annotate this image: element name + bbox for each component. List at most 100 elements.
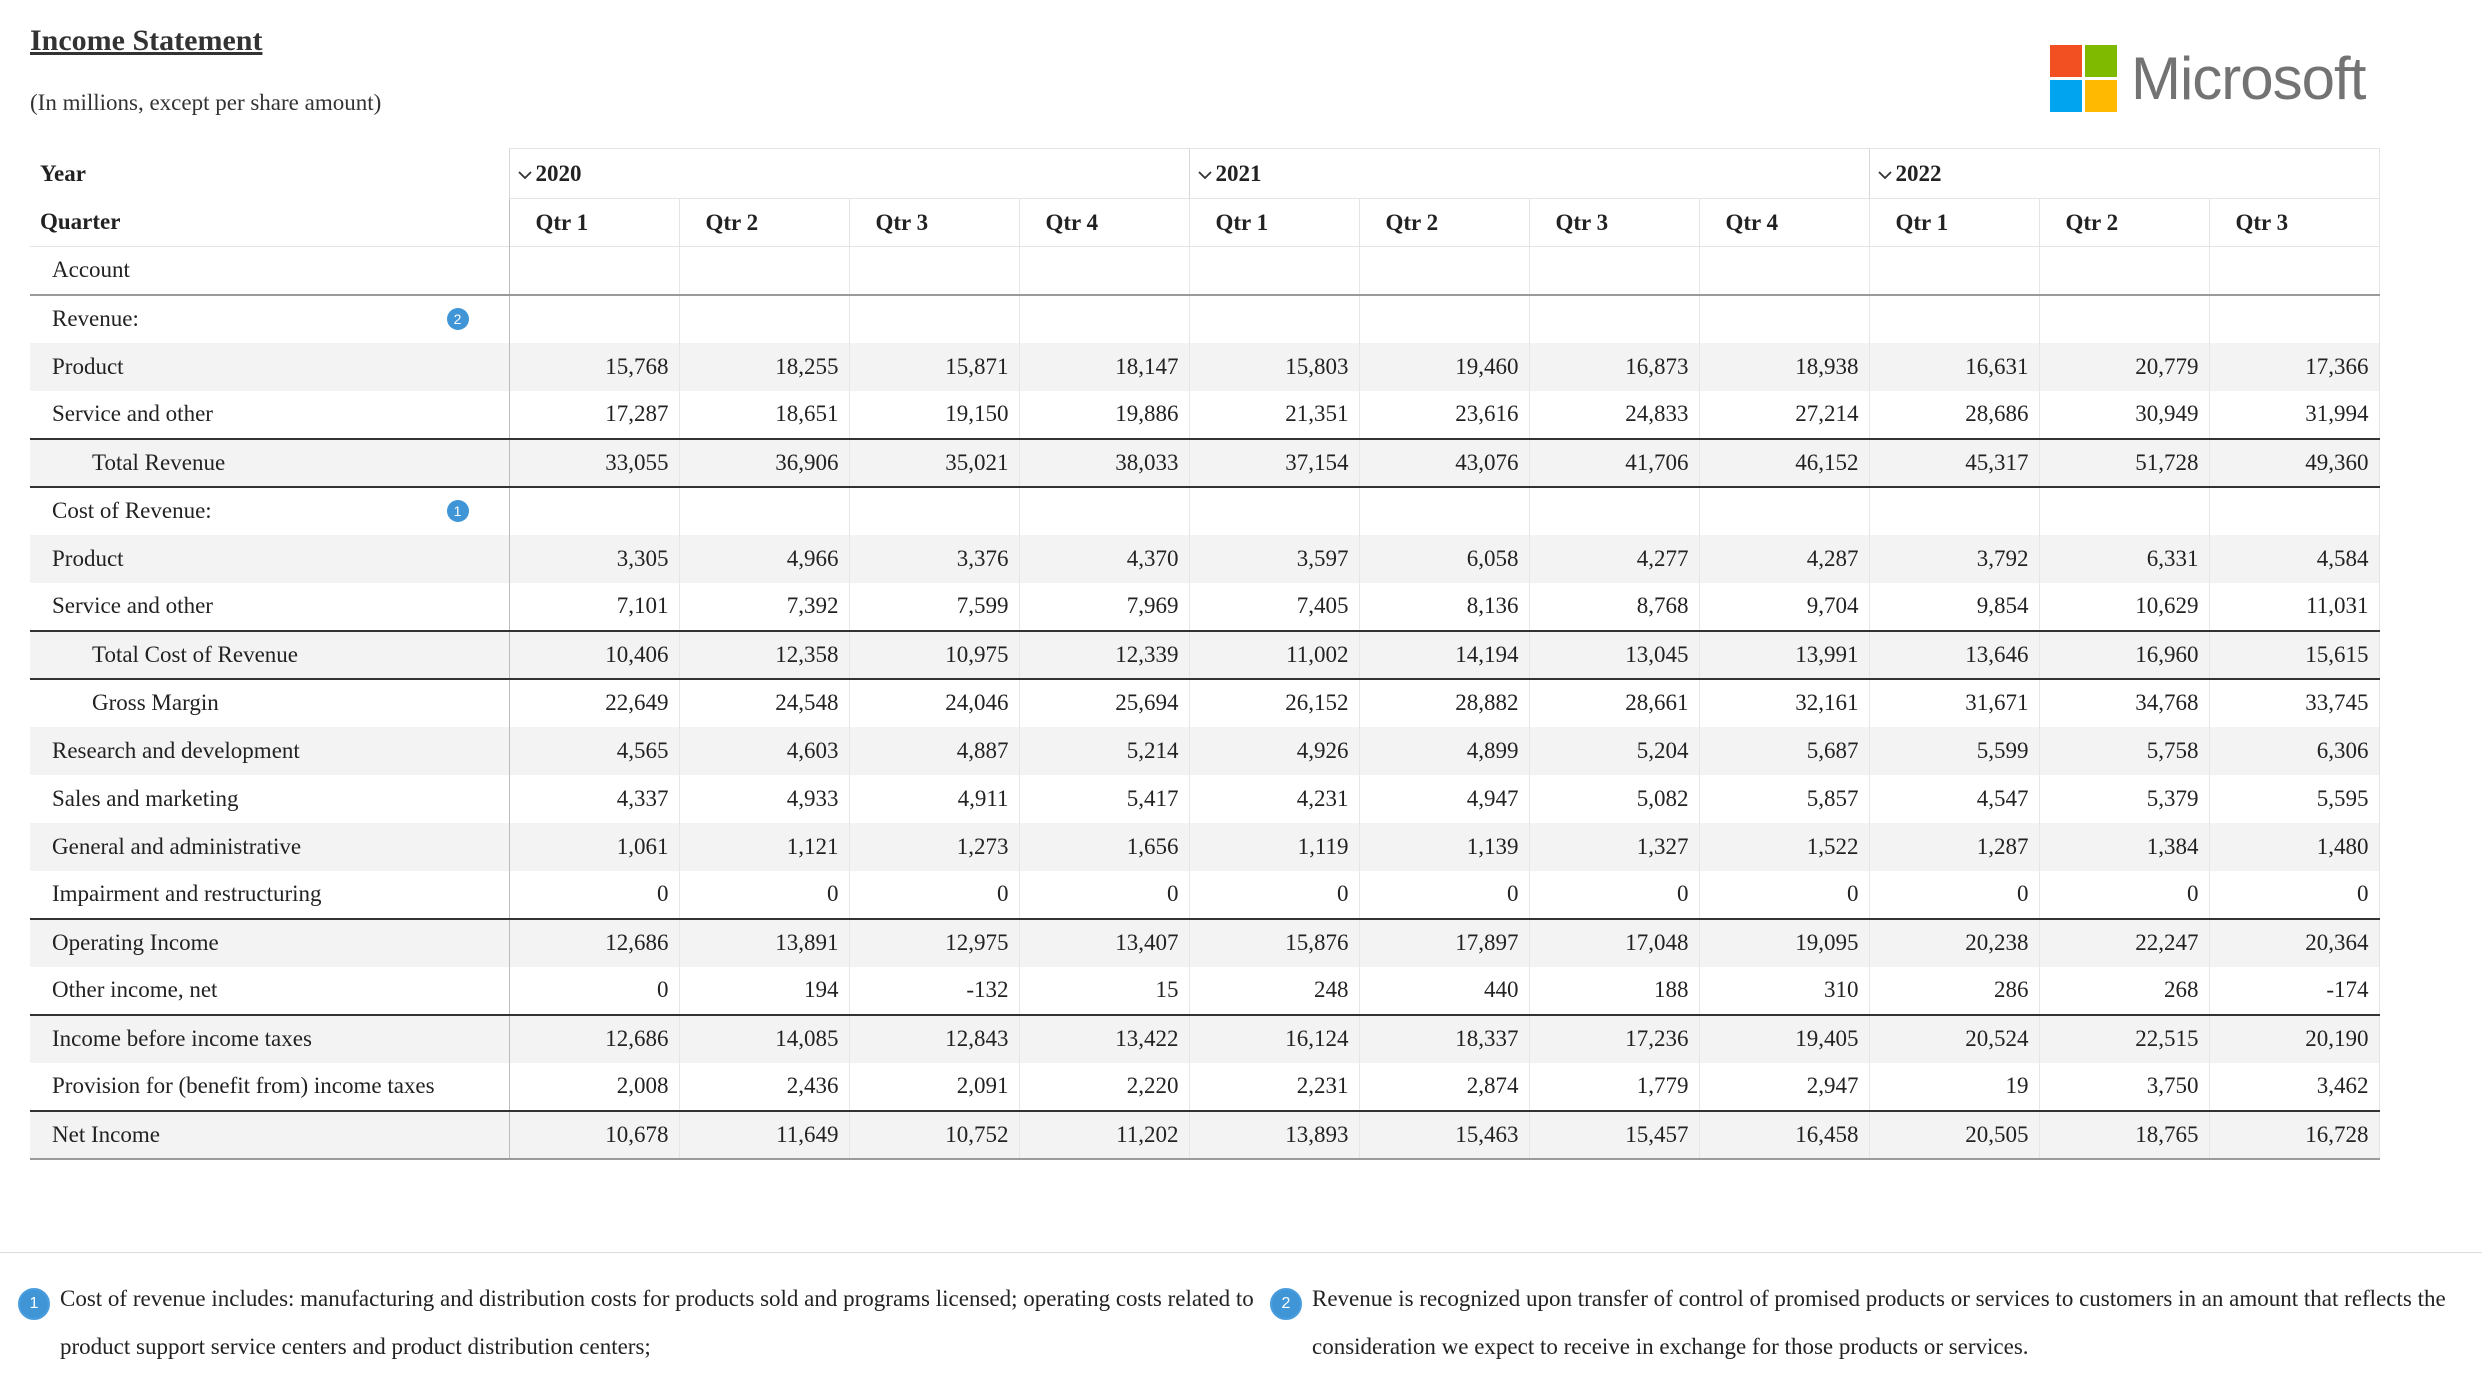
value-cell: 4,887 — [848, 726, 1019, 775]
value-cell: 9,854 — [1868, 582, 2039, 631]
row-label-cell: Product — [30, 342, 510, 391]
table-row: Cost of Revenue: 1 — [30, 485, 2380, 535]
quarter-label: Quarter — [40, 209, 121, 235]
value-cell: 1,480 — [2208, 822, 2380, 871]
value-cell: 19,886 — [1018, 390, 1189, 439]
value-cell: 19,460 — [1358, 342, 1529, 391]
value-cell: 41,706 — [1528, 437, 1699, 487]
value-cell: 20,238 — [1868, 917, 2039, 967]
footnote-marker-icon[interactable]: 1 — [446, 500, 469, 522]
year-header-2020[interactable]: 2020 — [508, 148, 1189, 199]
value-cell: 3,376 — [848, 534, 1019, 583]
quarter-header[interactable]: Qtr 2 — [2038, 198, 2209, 247]
table-row: Research and development 4,565 4,603 4,887 5… — [30, 726, 2380, 775]
chevron-down-icon[interactable] — [1877, 168, 1892, 182]
year-label-value: 2022 — [1895, 160, 1942, 186]
value-cell: 20,364 — [2208, 917, 2380, 967]
footnote-badge-icon: 1 — [18, 1288, 50, 1320]
value-cell: 22,247 — [2038, 917, 2209, 967]
quarter-header[interactable]: Qtr 1 — [1188, 198, 1359, 247]
chevron-down-icon[interactable] — [517, 168, 532, 182]
quarter-header[interactable]: Qtr 1 — [508, 198, 679, 247]
value-cell: 16,960 — [2038, 629, 2209, 679]
footnote-marker-icon[interactable]: 2 — [446, 308, 469, 330]
quarter-header[interactable]: Qtr 3 — [848, 198, 1019, 247]
value-cell: 2,231 — [1188, 1062, 1359, 1111]
value-cell — [1868, 485, 2039, 535]
table-row: Product 3,305 4,966 3,376 4,370 3,597 6,058 4,2… — [30, 534, 2380, 583]
value-cell: 12,339 — [1018, 629, 1189, 679]
row-label-cell: Total Revenue — [30, 437, 510, 487]
value-cell — [848, 485, 1019, 535]
value-cell: 34,768 — [2038, 677, 2209, 727]
value-cell: 13,045 — [1528, 629, 1699, 679]
row-label: Product — [52, 353, 124, 379]
value-cell: 3,597 — [1188, 534, 1359, 583]
quarter-header[interactable]: Qtr 2 — [678, 198, 849, 247]
year-header-2021[interactable]: 2021 — [1188, 148, 1869, 199]
value-cell: 286 — [1868, 966, 2039, 1015]
value-cell: 18,255 — [678, 342, 849, 391]
row-label-cell: Income before income taxes — [30, 1013, 510, 1063]
value-cell: 10,678 — [509, 1109, 679, 1160]
value-cell: 5,857 — [1698, 774, 1869, 823]
quarter-header[interactable]: Qtr 4 — [1698, 198, 1869, 247]
microsoft-logo-icon — [2050, 44, 2117, 112]
year-header-row: Year 2020 2021 2022 — [30, 148, 2380, 199]
value-cell: 38,033 — [1018, 437, 1189, 487]
value-cell: 268 — [2038, 966, 2209, 1015]
value-cell: 5,687 — [1698, 726, 1869, 775]
value-cell — [509, 295, 679, 343]
value-cell: 0 — [2038, 870, 2209, 919]
footnote-1: 1 Cost of revenue includes: manufacturin… — [18, 1275, 1258, 1371]
value-cell: 18,651 — [678, 390, 849, 439]
row-label: Service and other — [52, 401, 213, 426]
row-label-cell: Revenue: 2 — [30, 294, 510, 343]
chevron-down-icon[interactable] — [1197, 168, 1212, 182]
value-cell: 10,752 — [848, 1109, 1019, 1160]
value-cell — [1698, 485, 1869, 535]
value-cell: 17,897 — [1358, 917, 1529, 967]
logo-square-green — [2085, 44, 2117, 77]
row-label: Gross Margin — [92, 690, 219, 715]
quarter-header[interactable]: Qtr 3 — [2208, 198, 2380, 247]
quarter-header[interactable]: Qtr 3 — [1528, 198, 1699, 247]
value-cell: 5,595 — [2208, 774, 2380, 823]
value-cell: 4,899 — [1358, 726, 1529, 775]
value-cell — [2038, 485, 2209, 535]
value-cell: 30,949 — [2038, 390, 2209, 439]
year-header-2022[interactable]: 2022 — [1868, 148, 2380, 199]
value-cell: 1,656 — [1018, 822, 1189, 871]
value-cell: 20,524 — [1868, 1013, 2039, 1063]
value-cell: 11,202 — [1018, 1109, 1189, 1160]
year-label-value: 2020 — [535, 160, 582, 186]
value-cell: 33,745 — [2208, 677, 2380, 727]
quarter-header[interactable]: Qtr 2 — [1358, 198, 1529, 247]
value-cell: 24,548 — [678, 677, 849, 727]
value-cell: 4,933 — [678, 774, 849, 823]
quarter-header[interactable]: Qtr 1 — [1868, 198, 2039, 247]
value-cell: 12,358 — [678, 629, 849, 679]
value-cell — [1018, 294, 1189, 343]
value-cell: 2,008 — [616, 1073, 669, 1098]
value-cell — [1358, 485, 1529, 535]
value-cell — [1698, 294, 1869, 343]
value-cell: 10,406 — [509, 629, 679, 679]
value-cell: 2,220 — [1018, 1062, 1189, 1111]
empty-cell — [1358, 246, 1529, 296]
value-cell: 2,947 — [1698, 1062, 1869, 1111]
table-row: Service and other 17,287 18,651 19,150 19,88… — [30, 390, 2380, 439]
value-cell: 1,121 — [678, 822, 849, 871]
table-row: Income before income taxes 12,686 14,085 12… — [30, 1013, 2380, 1063]
value-cell: 15,768 — [509, 342, 679, 391]
value-cell: 4,337 — [616, 785, 669, 811]
row-label-cell: Provision for (benefit from) income taxe… — [30, 1062, 510, 1111]
table-row: Service and other 7,101 7,392 7,599 7,969 7,4… — [30, 582, 2380, 631]
value-cell: 11,031 — [2208, 582, 2380, 631]
quarter-header[interactable]: Qtr 4 — [1018, 198, 1189, 247]
row-label: Revenue: — [52, 306, 139, 331]
value-cell: 51,728 — [2038, 437, 2209, 487]
footnote-text: Revenue is recognized upon transfer of c… — [1312, 1286, 2446, 1359]
income-statement-matrix: Year 2020 2021 2022 Quarter Qtr 1 Qtr 2 Qtr 3 Qt… — [30, 148, 2380, 1160]
footer-divider — [0, 1252, 2482, 1253]
